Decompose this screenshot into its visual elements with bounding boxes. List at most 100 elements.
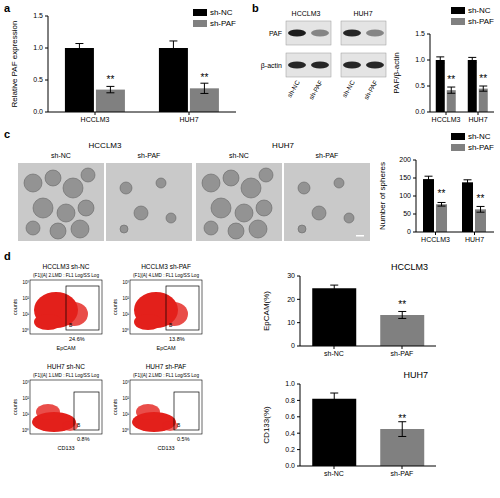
- svg-text:13.8%: 13.8%: [169, 336, 185, 342]
- svg-text:0.2: 0.2: [285, 446, 295, 453]
- svg-text:50: 50: [403, 210, 411, 217]
- svg-text:**: **: [107, 74, 115, 85]
- svg-text:EpCAM: EpCAM: [157, 345, 176, 351]
- svg-text:0.0: 0.0: [415, 108, 425, 115]
- svg-text:(F1)[A] 2.LMD : FL1 Log/SS Log: (F1)[A] 2.LMD : FL1 Log/SS Log: [133, 373, 199, 378]
- svg-text:sh-PAF: sh-PAF: [307, 79, 324, 101]
- svg-text:1.0: 1.0: [33, 44, 43, 51]
- svg-text:10¹: 10¹: [22, 412, 29, 417]
- svg-text:1.5: 1.5: [415, 30, 425, 37]
- svg-text:β-actin: β-actin: [261, 62, 282, 70]
- svg-text:sh-PAF: sh-PAF: [391, 350, 414, 357]
- svg-text:PAF/β-actin: PAF/β-actin: [392, 52, 401, 93]
- svg-text:0.5: 0.5: [33, 76, 43, 83]
- svg-text:10: 10: [287, 319, 295, 326]
- svg-text:(F1)[A] 1.LMD : FL1 Log/SS Log: (F1)[A] 1.LMD : FL1 Log/SS Log: [33, 373, 99, 378]
- svg-text:counts: counts: [12, 299, 18, 315]
- svg-text:B: B: [77, 422, 81, 428]
- svg-text:counts: counts: [112, 299, 118, 315]
- svg-text:CD133: CD133: [57, 445, 74, 451]
- svg-text:HCCLM3: HCCLM3: [292, 10, 321, 17]
- svg-text:0: 0: [407, 228, 411, 235]
- svg-text:10²: 10²: [22, 296, 29, 301]
- svg-text:30: 30: [287, 272, 295, 279]
- svg-text:0.6: 0.6: [285, 413, 295, 420]
- svg-text:24.6%: 24.6%: [69, 336, 85, 342]
- svg-text:150: 150: [399, 174, 411, 181]
- svg-text:10⁰: 10⁰: [122, 328, 129, 333]
- svg-text:sh-PAF: sh-PAF: [391, 470, 414, 477]
- svg-text:10³: 10³: [22, 280, 29, 285]
- svg-text:sh-NC: sh-NC: [341, 79, 356, 99]
- svg-text:HUH7: HUH7: [465, 236, 484, 243]
- svg-text:20: 20: [287, 296, 295, 303]
- svg-text:10⁰: 10⁰: [22, 428, 29, 433]
- svg-text:10⁰: 10⁰: [22, 328, 29, 333]
- svg-text:10¹: 10¹: [22, 312, 29, 317]
- svg-text:HUH7 sh-NC: HUH7 sh-NC: [47, 363, 85, 370]
- svg-text:10³: 10³: [122, 280, 129, 285]
- svg-text:sh-PAF: sh-PAF: [362, 79, 379, 101]
- svg-text:HUH7: HUH7: [468, 116, 487, 123]
- svg-text:HUH7: HUH7: [272, 141, 294, 150]
- svg-text:counts: counts: [12, 399, 18, 415]
- svg-text:CD133: CD133: [157, 445, 174, 451]
- svg-text:sh-NC: sh-NC: [229, 152, 249, 159]
- svg-text:0.0: 0.0: [33, 108, 43, 115]
- svg-text:HCCLM3: HCCLM3: [81, 116, 110, 123]
- svg-text:**: **: [447, 74, 455, 85]
- svg-text:10²: 10²: [122, 296, 129, 301]
- svg-text:(F1)[A] 2.LMD : FL1 Log/SS Log: (F1)[A] 2.LMD : FL1 Log/SS Log: [33, 273, 99, 278]
- svg-text:10³: 10³: [122, 380, 129, 385]
- svg-text:sh-PAF: sh-PAF: [138, 152, 161, 159]
- svg-text:**: **: [398, 299, 406, 310]
- svg-text:1.0: 1.0: [285, 380, 295, 387]
- svg-text:1.5: 1.5: [33, 12, 43, 19]
- svg-text:0.8%: 0.8%: [77, 436, 90, 442]
- svg-text:Number of spheres: Number of spheres: [378, 162, 387, 230]
- svg-text:10²: 10²: [122, 396, 129, 401]
- svg-text:B: B: [177, 422, 181, 428]
- svg-text:HUH7 sh-PAF: HUH7 sh-PAF: [146, 363, 187, 370]
- svg-text:10¹: 10¹: [122, 312, 129, 317]
- svg-text:EpCAM(%): EpCAM(%): [262, 291, 271, 331]
- svg-text:sh-NC: sh-NC: [324, 470, 344, 477]
- svg-text:B: B: [69, 322, 73, 328]
- svg-text:HCCLM3 sh-NC: HCCLM3 sh-NC: [43, 263, 90, 270]
- svg-text:sh-NC: sh-NC: [51, 152, 71, 159]
- svg-text:1.0: 1.0: [415, 56, 425, 63]
- svg-text:HCCLM3 sh-PAF: HCCLM3 sh-PAF: [141, 263, 191, 270]
- svg-text:Relative PAF expression: Relative PAF expression: [10, 21, 19, 108]
- svg-text:CD133(%): CD133(%): [262, 406, 271, 444]
- svg-text:0.5%: 0.5%: [177, 436, 190, 442]
- svg-text:10⁰: 10⁰: [122, 428, 129, 433]
- svg-text:counts: counts: [112, 399, 118, 415]
- svg-text:0.5: 0.5: [415, 82, 425, 89]
- svg-text:(F1)[A] 4.LMD : FL1 Log/SS Log: (F1)[A] 4.LMD : FL1 Log/SS Log: [133, 273, 199, 278]
- svg-text:0.8: 0.8: [285, 397, 295, 404]
- svg-text:sh-PAF: sh-PAF: [316, 152, 339, 159]
- svg-text:0: 0: [291, 342, 295, 349]
- svg-text:HCCLM3: HCCLM3: [432, 116, 461, 123]
- svg-text:100: 100: [399, 192, 411, 199]
- svg-text:EpCAM: EpCAM: [57, 345, 76, 351]
- svg-text:PAF: PAF: [269, 30, 282, 37]
- svg-text:0.0: 0.0: [285, 462, 295, 469]
- svg-text:**: **: [479, 73, 487, 84]
- svg-text:10¹: 10¹: [122, 412, 129, 417]
- svg-text:0.4: 0.4: [285, 430, 295, 437]
- svg-text:HCCLM3: HCCLM3: [421, 236, 450, 243]
- svg-text:HUH7: HUH7: [179, 116, 198, 123]
- svg-text:10²: 10²: [22, 396, 29, 401]
- svg-text:HCCLM3: HCCLM3: [89, 141, 122, 150]
- svg-text:**: **: [398, 413, 406, 424]
- svg-text:**: **: [201, 72, 209, 83]
- svg-text:HUH7: HUH7: [353, 10, 372, 17]
- svg-text:B: B: [169, 322, 173, 328]
- svg-text:**: **: [438, 188, 446, 199]
- svg-text:10³: 10³: [22, 380, 29, 385]
- svg-text:sh-NC: sh-NC: [286, 79, 301, 99]
- svg-text:200: 200: [399, 156, 411, 163]
- svg-text:**: **: [477, 193, 485, 204]
- svg-text:sh-NC: sh-NC: [324, 350, 344, 357]
